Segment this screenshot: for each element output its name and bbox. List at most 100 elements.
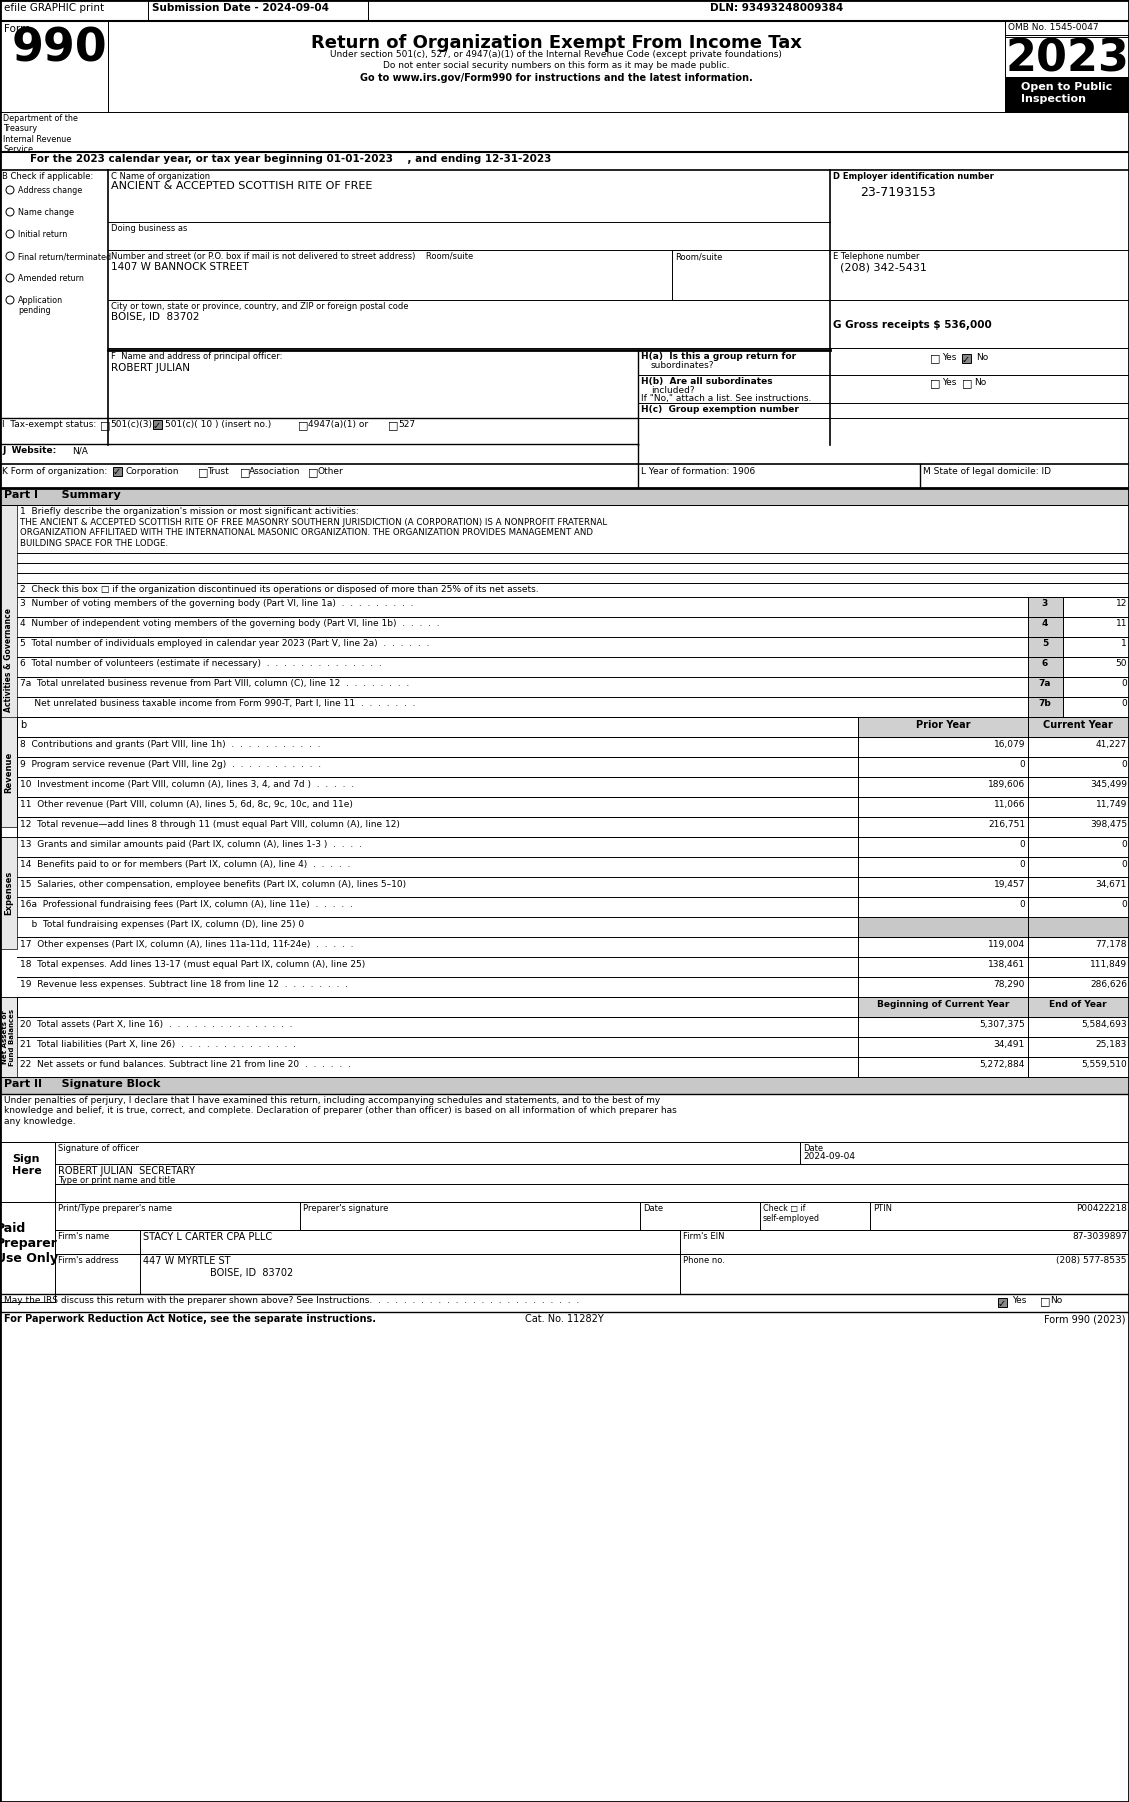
Text: 25,183: 25,183 xyxy=(1095,1040,1127,1049)
Text: Net unrelated business taxable income from Form 990-T, Part I, line 11  .  .  . : Net unrelated business taxable income fr… xyxy=(20,699,415,708)
Bar xyxy=(1029,717,1129,737)
Text: □: □ xyxy=(962,378,972,387)
Bar xyxy=(858,1058,1029,1078)
Text: No: No xyxy=(1050,1296,1062,1305)
Text: Check □ if
self-employed: Check □ if self-employed xyxy=(763,1204,820,1224)
Text: □: □ xyxy=(298,420,308,431)
Text: City or town, state or province, country, and ZIP or foreign postal code: City or town, state or province, country… xyxy=(111,303,409,312)
Bar xyxy=(17,997,858,1016)
Bar xyxy=(858,796,1029,816)
Bar xyxy=(1064,658,1129,678)
Text: 111,849: 111,849 xyxy=(1089,960,1127,969)
Text: If "No," attach a list. See instructions.: If "No," attach a list. See instructions… xyxy=(641,395,812,404)
Bar xyxy=(1029,757,1129,777)
Text: 11: 11 xyxy=(1115,620,1127,629)
Text: 7a  Total unrelated business revenue from Part VIII, column (C), line 12  .  .  : 7a Total unrelated business revenue from… xyxy=(20,679,409,688)
Text: Submission Date - 2024-09-04: Submission Date - 2024-09-04 xyxy=(152,4,329,13)
Bar xyxy=(113,467,122,476)
Text: 4947(a)(1) or: 4947(a)(1) or xyxy=(308,420,368,429)
Text: 2023: 2023 xyxy=(1005,38,1129,81)
Text: included?: included? xyxy=(651,386,694,395)
Text: 286,626: 286,626 xyxy=(1089,980,1127,989)
Bar xyxy=(1005,77,1129,112)
Text: Cat. No. 11282Y: Cat. No. 11282Y xyxy=(525,1314,603,1324)
Text: 22  Net assets or fund balances. Subtract line 21 from line 20  .  .  .  .  .  .: 22 Net assets or fund balances. Subtract… xyxy=(20,1060,351,1069)
Text: H(c)  Group exemption number: H(c) Group exemption number xyxy=(641,405,799,414)
Text: 34,671: 34,671 xyxy=(1095,879,1127,888)
Text: 0: 0 xyxy=(1121,760,1127,769)
Text: End of Year: End of Year xyxy=(1049,1000,1106,1009)
Text: Return of Organization Exempt From Income Tax: Return of Organization Exempt From Incom… xyxy=(310,34,802,52)
Bar xyxy=(1064,596,1129,616)
Bar xyxy=(0,505,17,815)
Text: 6  Total number of volunteers (estimate if necessary)  .  .  .  .  .  .  .  .  .: 6 Total number of volunteers (estimate i… xyxy=(20,660,382,669)
Text: 16,079: 16,079 xyxy=(994,741,1025,750)
Bar xyxy=(858,917,1029,937)
Text: 0: 0 xyxy=(1121,699,1127,708)
Bar xyxy=(858,816,1029,836)
Bar xyxy=(108,22,1005,112)
Bar xyxy=(962,353,971,362)
Text: 6: 6 xyxy=(1042,660,1048,669)
Bar xyxy=(638,463,920,488)
Text: I  Tax-exempt status:: I Tax-exempt status: xyxy=(2,420,96,429)
Bar xyxy=(108,350,630,418)
Bar xyxy=(0,1312,1129,1332)
Text: 138,461: 138,461 xyxy=(988,960,1025,969)
Text: PTIN: PTIN xyxy=(873,1204,892,1213)
Bar xyxy=(1029,796,1129,816)
Text: 4  Number of independent voting members of the governing body (Part VI, line 1b): 4 Number of independent voting members o… xyxy=(20,620,439,629)
Text: 345,499: 345,499 xyxy=(1089,780,1127,789)
Bar xyxy=(1064,636,1129,658)
Bar xyxy=(1029,1058,1129,1078)
Text: □: □ xyxy=(100,420,111,431)
Bar xyxy=(1029,1016,1129,1036)
Bar xyxy=(55,1202,1129,1231)
Text: Application
pending: Application pending xyxy=(18,296,63,315)
Bar xyxy=(830,299,1129,348)
Text: 15  Salaries, other compensation, employee benefits (Part IX, column (A), lines : 15 Salaries, other compensation, employe… xyxy=(20,879,406,888)
Text: 0: 0 xyxy=(1019,840,1025,849)
Bar xyxy=(17,717,1129,737)
Text: Department of the
Treasury
Internal Revenue
Service: Department of the Treasury Internal Reve… xyxy=(3,114,78,155)
Text: 216,751: 216,751 xyxy=(988,820,1025,829)
Text: 4: 4 xyxy=(1042,620,1048,629)
Bar xyxy=(858,997,1029,1016)
Text: 18  Total expenses. Add lines 13-17 (must equal Part IX, column (A), line 25): 18 Total expenses. Add lines 13-17 (must… xyxy=(20,960,366,969)
Text: 3  Number of voting members of the governing body (Part VI, line 1a)  .  .  .  .: 3 Number of voting members of the govern… xyxy=(20,598,413,607)
Bar xyxy=(858,937,1029,957)
Bar xyxy=(0,418,638,443)
Text: □: □ xyxy=(388,420,399,431)
Bar xyxy=(858,878,1029,897)
Text: 0: 0 xyxy=(1121,860,1127,869)
Bar xyxy=(1029,737,1129,757)
Text: Trust: Trust xyxy=(207,467,229,476)
Text: 1407 W BANNOCK STREET: 1407 W BANNOCK STREET xyxy=(111,261,248,272)
Text: Signature of officer: Signature of officer xyxy=(58,1144,139,1153)
Text: 5,307,375: 5,307,375 xyxy=(979,1020,1025,1029)
Text: THE ANCIENT & ACCEPTED SCOTTISH RITE OF FREE MASONRY SOUTHERN JURISDICTION (A CO: THE ANCIENT & ACCEPTED SCOTTISH RITE OF … xyxy=(20,517,607,548)
Text: Firm's address: Firm's address xyxy=(58,1256,119,1265)
Text: H(a)  Is this a group return for: H(a) Is this a group return for xyxy=(641,351,796,360)
Text: ROBERT JULIAN: ROBERT JULIAN xyxy=(111,362,190,373)
Text: Print/Type preparer's name: Print/Type preparer's name xyxy=(58,1204,172,1213)
Bar xyxy=(1064,616,1129,636)
Text: Prior Year: Prior Year xyxy=(916,721,970,730)
Bar xyxy=(920,463,1129,488)
Bar xyxy=(858,1036,1029,1058)
Text: Beginning of Current Year: Beginning of Current Year xyxy=(877,1000,1009,1009)
Bar xyxy=(0,1078,1129,1094)
Bar xyxy=(858,1016,1029,1036)
Text: 50: 50 xyxy=(1115,660,1127,669)
Text: Initial return: Initial return xyxy=(18,231,68,240)
Text: F  Name and address of principal officer:: F Name and address of principal officer: xyxy=(111,351,282,360)
Text: 0: 0 xyxy=(1121,840,1127,849)
Bar xyxy=(858,737,1029,757)
Text: Go to www.irs.gov/Form990 for instructions and the latest information.: Go to www.irs.gov/Form990 for instructio… xyxy=(360,74,752,83)
Text: Do not enter social security numbers on this form as it may be made public.: Do not enter social security numbers on … xyxy=(383,61,729,70)
Text: Name change: Name change xyxy=(18,207,75,216)
Text: 0: 0 xyxy=(1019,860,1025,869)
Text: Form: Form xyxy=(5,23,30,34)
Text: 2024-09-04: 2024-09-04 xyxy=(803,1151,855,1160)
Text: Yes: Yes xyxy=(1012,1296,1026,1305)
